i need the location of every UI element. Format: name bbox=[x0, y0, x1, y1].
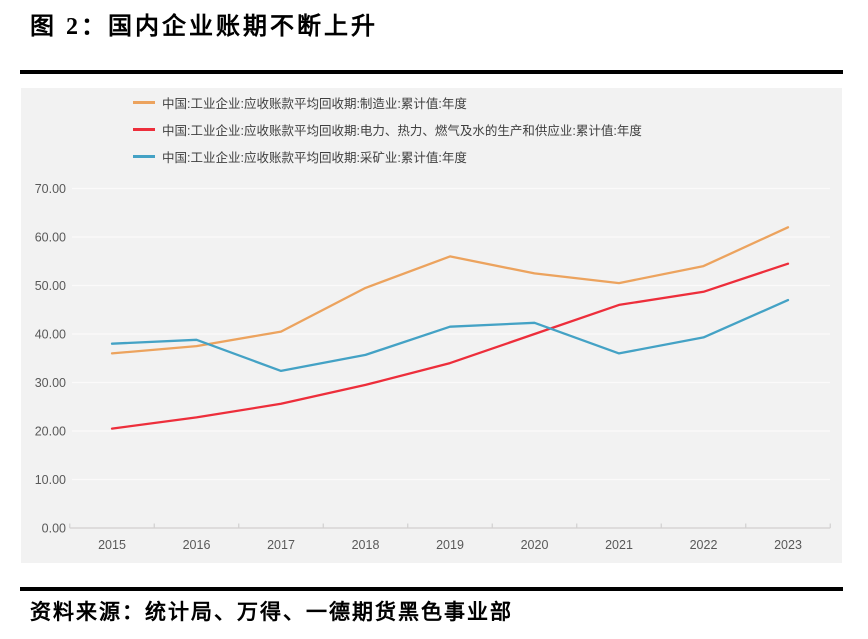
y-tick-label: 60.00 bbox=[35, 231, 66, 245]
series-line-2 bbox=[110, 298, 790, 373]
legend-label: 中国:工业企业:应收账款平均回收期:电力、热力、燃气及水的生产和供应业:累计值:… bbox=[162, 124, 642, 138]
x-axis-labels: 2015 2016 2017 2018 2019 2020 2021 2022 2023 bbox=[98, 538, 802, 552]
line-chart: 0.00 10.00 20.00 30.00 40.00 50.00 60.00 70.00 2… bbox=[35, 182, 831, 552]
series-line-0 bbox=[110, 226, 790, 355]
legend-item-0: 中国:工业企业:应收账款平均回收期:制造业:累计值:年度 bbox=[133, 89, 642, 116]
figure-title: 图 2：国内企业账期不断上升 bbox=[30, 14, 378, 40]
y-tick-label: 30.00 bbox=[35, 376, 66, 390]
y-axis-labels: 0.00 10.00 20.00 30.00 40.00 50.00 60.00 70.00 bbox=[35, 182, 66, 536]
legend-dash-icon bbox=[133, 155, 155, 158]
chart-legend: 中国:工业企业:应收账款平均回收期:制造业:累计值:年度 中国:工业企业:应收账款… bbox=[133, 89, 642, 170]
legend-item-1: 中国:工业企业:应收账款平均回收期:电力、热力、燃气及水的生产和供应业:累计值:… bbox=[133, 116, 642, 143]
x-tick-label: 2021 bbox=[605, 538, 633, 552]
x-tick-label: 2019 bbox=[436, 538, 464, 552]
legend-dash-icon bbox=[133, 128, 155, 131]
x-axis bbox=[69, 523, 831, 529]
chart-panel: 0.00 10.00 20.00 30.00 40.00 50.00 60.00 70.00 2… bbox=[21, 88, 842, 563]
x-tick-label: 2017 bbox=[267, 538, 295, 552]
x-tick-label: 2020 bbox=[521, 538, 549, 552]
x-tick-label: 2015 bbox=[98, 538, 126, 552]
y-tick-label: 70.00 bbox=[35, 182, 66, 196]
x-tick-label: 2022 bbox=[690, 538, 718, 552]
series-line-1 bbox=[110, 262, 790, 430]
legend-item-2: 中国:工业企业:应收账款平均回收期:采矿业:累计值:年度 bbox=[133, 143, 642, 170]
y-tick-label: 50.00 bbox=[35, 279, 66, 293]
y-tick-label: 0.00 bbox=[42, 522, 66, 536]
y-tick-label: 10.00 bbox=[35, 473, 66, 487]
title-divider bbox=[20, 70, 843, 74]
x-tick-label: 2016 bbox=[183, 538, 211, 552]
legend-dash-icon bbox=[133, 101, 155, 104]
y-tick-label: 40.00 bbox=[35, 328, 66, 342]
x-tick-label: 2018 bbox=[352, 538, 380, 552]
legend-label: 中国:工业企业:应收账款平均回收期:采矿业:累计值:年度 bbox=[162, 151, 467, 165]
source-note: 资料来源：统计局、万得、一德期货黑色事业部 bbox=[30, 600, 513, 624]
x-tick-label: 2023 bbox=[774, 538, 802, 552]
y-tick-label: 20.00 bbox=[35, 425, 66, 439]
gridlines bbox=[72, 187, 830, 481]
source-divider bbox=[20, 587, 843, 591]
legend-label: 中国:工业企业:应收账款平均回收期:制造业:累计值:年度 bbox=[162, 97, 467, 111]
